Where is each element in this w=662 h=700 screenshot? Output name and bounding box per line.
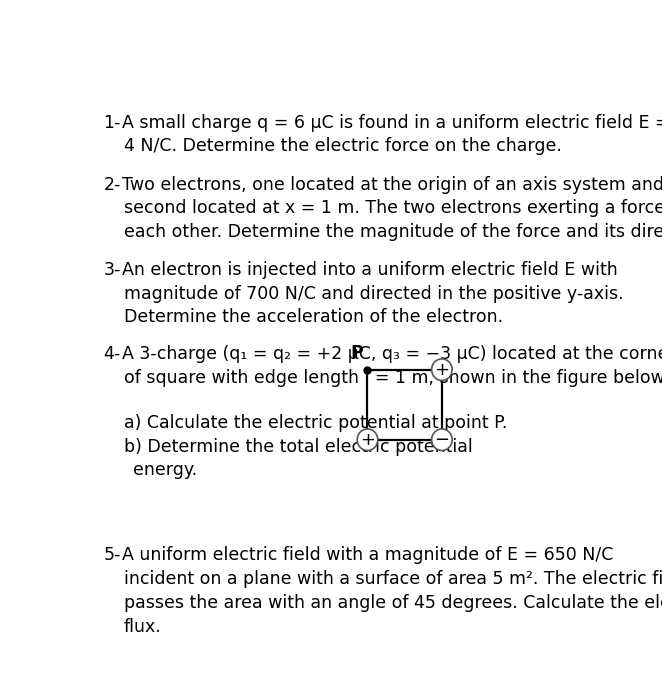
Text: +: + <box>360 430 375 449</box>
Circle shape <box>432 359 452 381</box>
Text: flux.: flux. <box>124 617 162 636</box>
Text: 4 N/C. Determine the electric force on the charge.: 4 N/C. Determine the electric force on t… <box>124 137 561 155</box>
Text: 5-: 5- <box>103 547 120 564</box>
Text: each other. Determine the magnitude of the force and its direction.: each other. Determine the magnitude of t… <box>124 223 662 241</box>
Text: Two electrons, one located at the origin of an axis system and a: Two electrons, one located at the origin… <box>122 176 662 194</box>
Text: −: − <box>434 430 449 449</box>
Text: 2-: 2- <box>103 176 120 194</box>
Text: second located at x = 1 m. The two electrons exerting a force on: second located at x = 1 m. The two elect… <box>124 199 662 217</box>
Text: 4-: 4- <box>103 345 120 363</box>
Text: 1-: 1- <box>103 113 120 132</box>
Text: An electron is injected into a uniform electric field E with: An electron is injected into a uniform e… <box>122 261 618 279</box>
Text: incident on a plane with a surface of area 5 m². The electric field: incident on a plane with a surface of ar… <box>124 570 662 588</box>
Text: magnitude of 700 N/C and directed in the positive y-axis.: magnitude of 700 N/C and directed in the… <box>124 284 624 302</box>
Text: a) Calculate the electric potential at point P.: a) Calculate the electric potential at p… <box>124 414 507 432</box>
Text: 3-: 3- <box>103 261 120 279</box>
Text: Determine the acceleration of the electron.: Determine the acceleration of the electr… <box>124 308 503 326</box>
Text: b) Determine the total electric potential: b) Determine the total electric potentia… <box>124 438 473 456</box>
Text: of square with edge length l = 1 m, shown in the figure below.: of square with edge length l = 1 m, show… <box>124 369 662 386</box>
Text: energy.: energy. <box>133 461 197 480</box>
Circle shape <box>432 429 452 451</box>
Text: P: P <box>351 344 363 362</box>
Text: A uniform electric field with a magnitude of E = 650 N/C: A uniform electric field with a magnitud… <box>122 547 613 564</box>
Text: +: + <box>434 360 449 379</box>
Text: A small charge q = 6 μC is found in a uniform electric field E =: A small charge q = 6 μC is found in a un… <box>122 113 662 132</box>
Text: A 3-charge (q₁ = q₂ = +2 μC, q₃ = −3 μC) located at the corner: A 3-charge (q₁ = q₂ = +2 μC, q₃ = −3 μC)… <box>122 345 662 363</box>
Circle shape <box>357 429 378 451</box>
Text: passes the area with an angle of 45 degrees. Calculate the electric: passes the area with an angle of 45 degr… <box>124 594 662 612</box>
